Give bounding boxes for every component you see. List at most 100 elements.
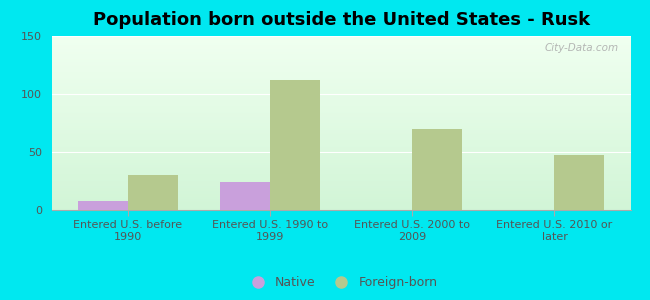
- Bar: [52, 133, 630, 134]
- Bar: [52, 93, 630, 94]
- Bar: [52, 68, 630, 69]
- Bar: [52, 52, 630, 53]
- Bar: [52, 139, 630, 140]
- Bar: [52, 129, 630, 130]
- Bar: [52, 173, 630, 174]
- Bar: [52, 90, 630, 91]
- Bar: [52, 174, 630, 175]
- Bar: [52, 114, 630, 115]
- Bar: [52, 208, 630, 209]
- Bar: [52, 159, 630, 160]
- Bar: [52, 69, 630, 70]
- Bar: [52, 54, 630, 55]
- Bar: [52, 191, 630, 192]
- Bar: [52, 99, 630, 100]
- Bar: [52, 72, 630, 73]
- Bar: [52, 165, 630, 166]
- Bar: [52, 186, 630, 187]
- Bar: [52, 59, 630, 60]
- Bar: [52, 175, 630, 176]
- Bar: [52, 140, 630, 141]
- Bar: [52, 88, 630, 89]
- Bar: [52, 137, 630, 138]
- Bar: [52, 111, 630, 112]
- Bar: [52, 158, 630, 159]
- Bar: [52, 144, 630, 145]
- Bar: [52, 123, 630, 124]
- Bar: [52, 108, 630, 109]
- Bar: [52, 136, 630, 137]
- Bar: [52, 200, 630, 201]
- Bar: [52, 75, 630, 76]
- Bar: [52, 115, 630, 116]
- Bar: [52, 196, 630, 197]
- Bar: [52, 38, 630, 39]
- Bar: [52, 94, 630, 95]
- Bar: [52, 163, 630, 164]
- Bar: [52, 80, 630, 81]
- Bar: [52, 116, 630, 117]
- Bar: [52, 37, 630, 38]
- Bar: [52, 141, 630, 142]
- Bar: [52, 56, 630, 57]
- Bar: [52, 187, 630, 188]
- Bar: [52, 39, 630, 40]
- Bar: [52, 209, 630, 210]
- Bar: [52, 205, 630, 206]
- Bar: [52, 201, 630, 202]
- Bar: [52, 180, 630, 181]
- Bar: [52, 112, 630, 113]
- Bar: [52, 203, 630, 204]
- Bar: [52, 143, 630, 144]
- Bar: [52, 117, 630, 118]
- Bar: [52, 179, 630, 180]
- Bar: [52, 146, 630, 147]
- Bar: [52, 160, 630, 161]
- Bar: [52, 91, 630, 92]
- Bar: [52, 44, 630, 45]
- Bar: [52, 84, 630, 85]
- Bar: [52, 46, 630, 47]
- Bar: [52, 156, 630, 157]
- Bar: [52, 153, 630, 154]
- Bar: [52, 57, 630, 58]
- Bar: [52, 172, 630, 173]
- Bar: [52, 89, 630, 90]
- Title: Population born outside the United States - Rusk: Population born outside the United State…: [93, 11, 590, 29]
- Bar: [52, 125, 630, 126]
- Bar: [52, 176, 630, 177]
- Bar: [52, 67, 630, 68]
- Bar: [52, 189, 630, 190]
- Bar: [52, 127, 630, 128]
- Bar: [52, 151, 630, 152]
- Bar: [52, 71, 630, 72]
- Bar: [52, 76, 630, 77]
- Bar: [52, 62, 630, 63]
- Bar: [52, 138, 630, 139]
- Bar: [52, 147, 630, 148]
- Bar: [52, 131, 630, 132]
- Bar: [52, 83, 630, 84]
- Bar: [52, 105, 630, 106]
- Bar: [52, 96, 630, 97]
- Bar: [52, 107, 630, 108]
- Bar: [52, 162, 630, 163]
- Bar: [52, 182, 630, 183]
- Bar: [52, 128, 630, 129]
- Bar: [52, 124, 630, 125]
- Bar: [52, 53, 630, 54]
- Bar: [52, 120, 630, 121]
- Bar: [52, 42, 630, 43]
- Bar: [52, 198, 630, 199]
- Bar: [52, 113, 630, 114]
- Bar: [52, 47, 630, 48]
- Bar: [52, 168, 630, 169]
- Legend: Native, Foreign-born: Native, Foreign-born: [240, 271, 442, 294]
- Bar: [52, 169, 630, 170]
- Bar: [52, 86, 630, 87]
- Bar: [52, 49, 630, 50]
- Bar: [52, 170, 630, 171]
- Bar: [52, 148, 630, 149]
- Bar: [52, 119, 630, 120]
- Bar: [52, 97, 630, 98]
